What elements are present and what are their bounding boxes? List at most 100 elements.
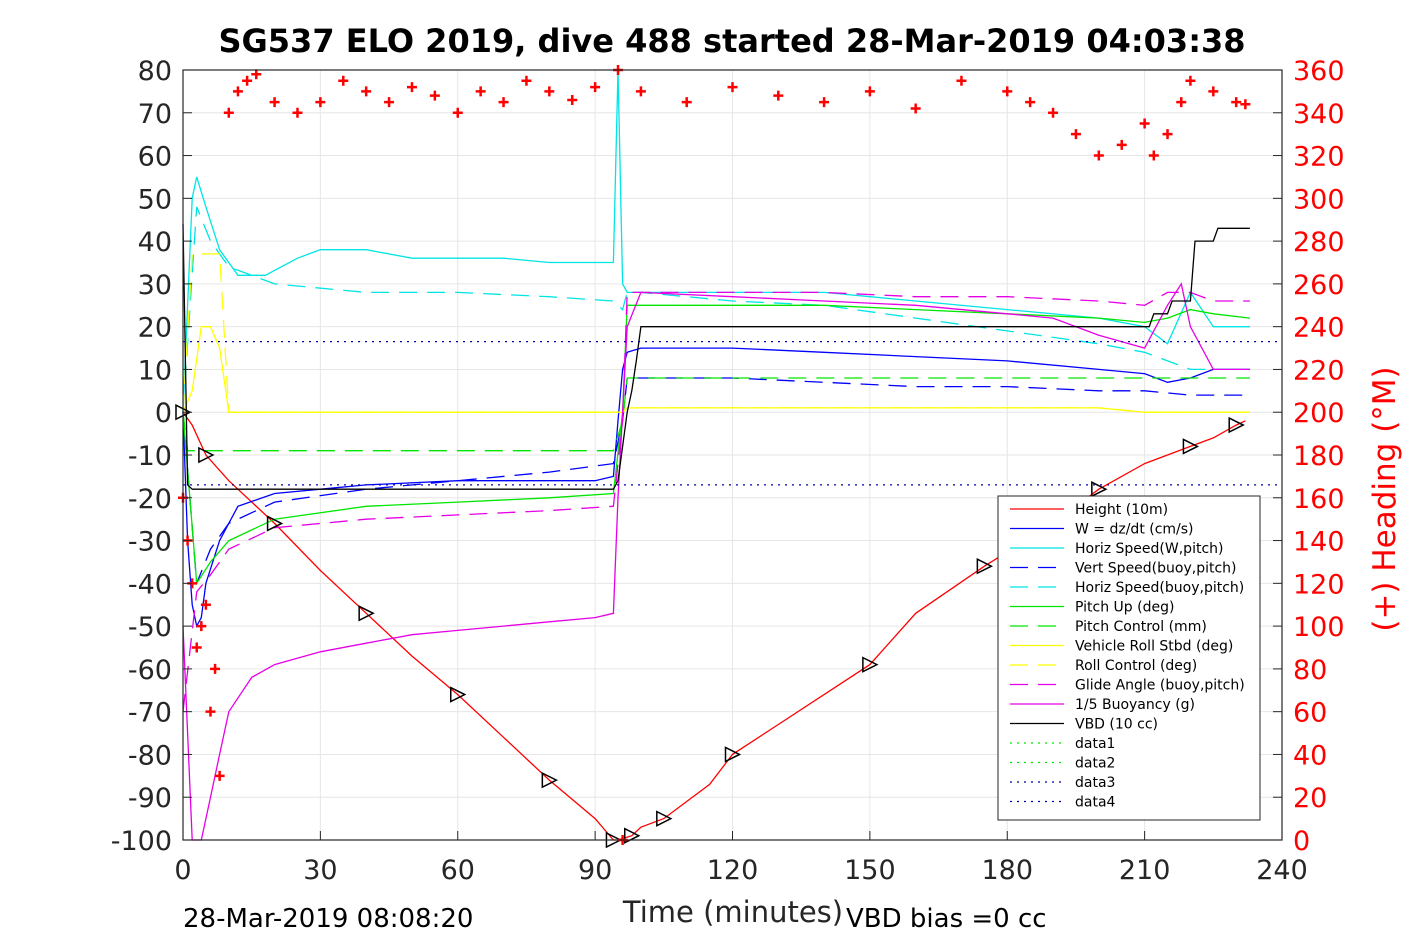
heading-point — [210, 663, 221, 674]
legend-entry: Vert Speed(buoy,pitch) — [1075, 561, 1237, 577]
heading-point — [214, 770, 225, 781]
legend-entry: data3 — [1075, 775, 1115, 791]
y-tick-label: -90 — [128, 783, 172, 814]
x-tick-label: 120 — [707, 855, 759, 886]
heading-point — [498, 97, 509, 108]
height-marker — [1091, 481, 1108, 498]
heading-point — [956, 75, 967, 86]
legend-entry: Horiz Speed(W,pitch) — [1075, 541, 1223, 557]
heading-point — [251, 69, 262, 80]
plot-area: 0 30 60 90 120 150 180 210 24080706050403020100-… — [111, 56, 1345, 886]
heading-point — [590, 82, 601, 93]
legend-entry: Vehicle Roll Stbd (deg) — [1075, 639, 1233, 655]
heading-point — [315, 97, 326, 108]
heading-point — [200, 599, 211, 610]
y-right-tick-label: 340 — [1293, 99, 1345, 130]
height-marker — [358, 605, 375, 622]
heading-point — [544, 86, 555, 97]
footer-timestamp: 28-Mar-2019 08:08:20 — [183, 904, 473, 934]
x-tick-label: 30 — [303, 855, 337, 886]
height-marker — [656, 810, 673, 827]
heading-point — [1148, 150, 1159, 161]
y-tick-label: 60 — [138, 142, 172, 173]
y-tick-label: 70 — [138, 99, 172, 130]
y-tick-label: 80 — [138, 56, 172, 87]
legend-entry: Pitch Up (deg) — [1075, 600, 1174, 616]
y-right-tick-label: 300 — [1293, 184, 1345, 215]
legend-entry: Roll Control (deg) — [1075, 658, 1197, 674]
heading-point — [191, 642, 202, 653]
height-marker — [450, 686, 467, 703]
height-marker — [862, 656, 879, 673]
y-tick-label: -10 — [128, 441, 172, 472]
height-marker — [624, 827, 641, 844]
x-tick-label: 150 — [844, 855, 896, 886]
legend-entry: W = dz/dt (cm/s) — [1075, 522, 1194, 538]
heading-point — [1185, 75, 1196, 86]
legend-entry: Pitch Control (mm) — [1075, 619, 1207, 635]
x-tick-label: 0 — [174, 855, 191, 886]
heading-point — [242, 75, 253, 86]
heading-point — [361, 86, 372, 97]
series-line — [182, 411, 1246, 841]
legend-entry: VBD (10 cc) — [1075, 717, 1158, 733]
y-right-tick-label: 240 — [1293, 313, 1345, 344]
y-right-tick-label: 0 — [1293, 826, 1310, 857]
y-right-tick-label: 200 — [1293, 398, 1345, 429]
heading-point — [1116, 139, 1127, 150]
y-tick-label: 30 — [138, 270, 172, 301]
series-line — [182, 304, 1250, 586]
legend-entry: data4 — [1075, 795, 1116, 811]
y-tick-label: -70 — [128, 698, 172, 729]
series-line — [182, 347, 1250, 628]
y-tick-label: 20 — [138, 313, 172, 344]
y-right-tick-label: 20 — [1293, 783, 1327, 814]
legend-box — [997, 495, 1261, 821]
heading-point — [223, 107, 234, 118]
y-tick-label: 10 — [138, 355, 172, 386]
heading-point — [292, 107, 303, 118]
series-line — [182, 69, 1250, 413]
height-marker — [1228, 416, 1245, 434]
x-tick-label: 240 — [1256, 855, 1308, 886]
heading-point — [1093, 150, 1104, 161]
heading-point — [1025, 97, 1036, 108]
y-right-tick-label: 180 — [1293, 441, 1345, 472]
heading-point — [1240, 99, 1251, 110]
heading-point — [1139, 118, 1150, 129]
height-marker — [1182, 438, 1200, 455]
heading-point — [635, 86, 646, 97]
y-right-tick-label: 40 — [1293, 740, 1327, 771]
heading-point — [567, 94, 578, 105]
y-tick-label: -80 — [128, 740, 172, 771]
heading-point — [1208, 86, 1219, 97]
height-marker — [976, 558, 994, 575]
y-right-tick-label: 60 — [1293, 698, 1327, 729]
series-line — [182, 377, 1250, 452]
heading-point — [773, 90, 784, 101]
heading-point — [475, 86, 486, 97]
y-right-tick-label: 80 — [1293, 655, 1327, 686]
heading-point — [521, 75, 532, 86]
heading-point — [819, 97, 830, 108]
series-line — [182, 223, 1250, 490]
y-tick-label: 0 — [155, 398, 172, 429]
y-right-tick-label: 320 — [1293, 142, 1345, 173]
y-tick-label: 50 — [138, 184, 172, 215]
legend-entry: Horiz Speed(buoy,pitch) — [1075, 580, 1244, 596]
y-right-tick-label: 120 — [1293, 569, 1345, 600]
footer-vbd-bias: VBD bias =0 cc — [846, 904, 1047, 934]
y-tick-label: -40 — [128, 569, 172, 600]
y-tick-label: -20 — [128, 484, 172, 515]
legend-entry: data2 — [1075, 756, 1115, 772]
y-tick-label: -50 — [128, 612, 172, 643]
series-line — [182, 282, 1250, 841]
heading-point — [910, 103, 921, 114]
heading-point — [1231, 97, 1242, 108]
heading-point — [1048, 107, 1059, 118]
heading-point — [384, 97, 395, 108]
height-marker — [541, 771, 559, 789]
y-tick-label: -100 — [111, 826, 172, 857]
heading-point — [864, 86, 875, 97]
